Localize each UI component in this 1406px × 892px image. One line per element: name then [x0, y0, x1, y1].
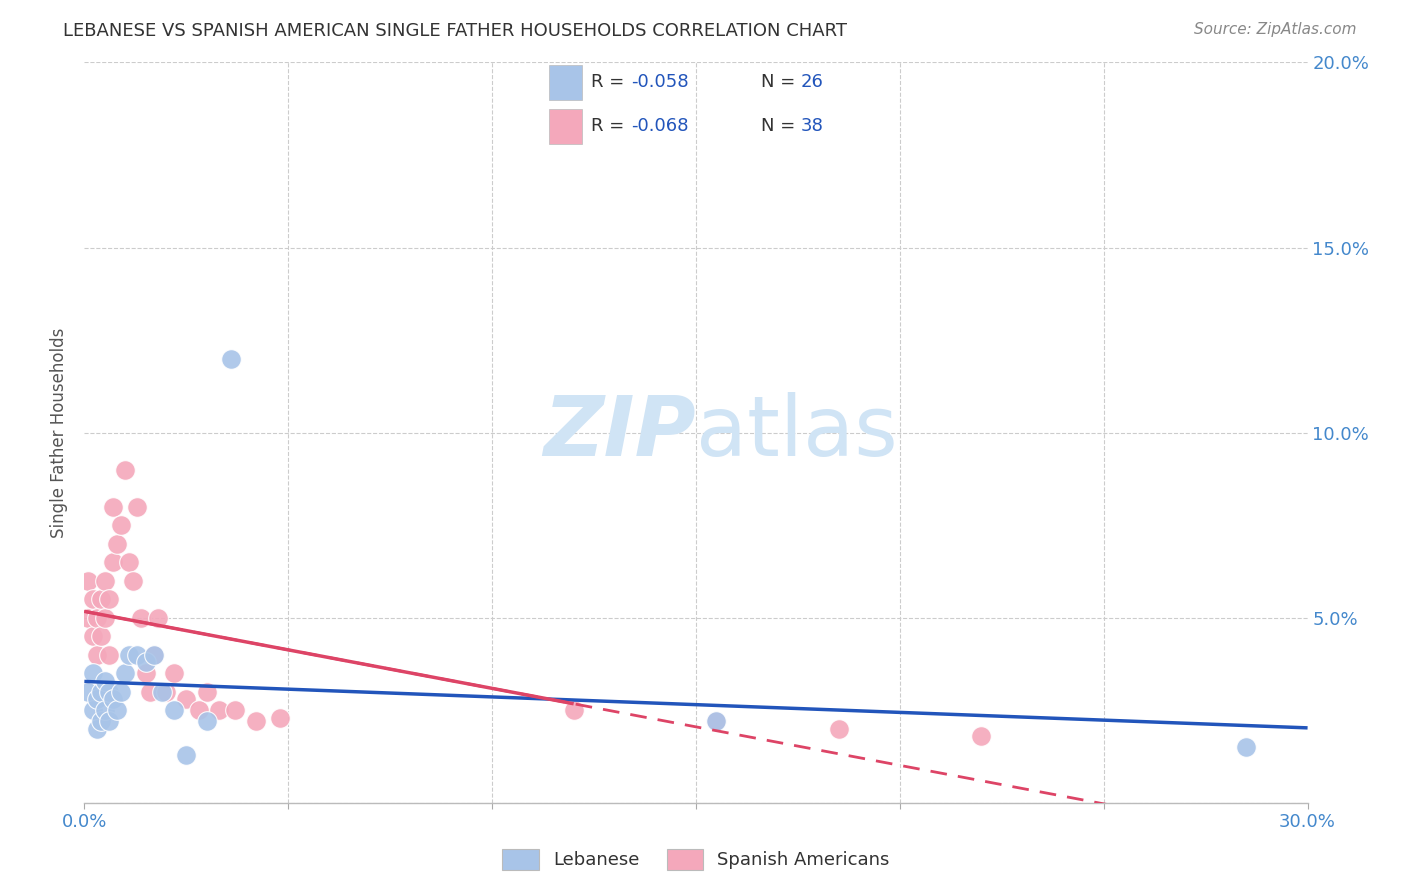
Point — [93, 673, 115, 688]
Text: Source: ZipAtlas.com: Source: ZipAtlas.com — [1194, 22, 1357, 37]
Point — [135, 655, 157, 669]
Point — [101, 692, 124, 706]
Bar — [548, 109, 582, 145]
Text: 26: 26 — [801, 73, 824, 91]
Point — [82, 703, 104, 717]
Point — [110, 685, 132, 699]
Point — [269, 711, 291, 725]
Point — [174, 747, 197, 762]
Point — [114, 462, 136, 476]
Text: N =: N = — [761, 118, 800, 136]
Point — [163, 703, 186, 717]
Point — [1236, 740, 1258, 755]
Point — [86, 692, 108, 706]
Point — [82, 666, 104, 681]
Point — [90, 685, 112, 699]
Point — [110, 518, 132, 533]
Point — [82, 592, 104, 607]
Point — [562, 703, 585, 717]
Text: N =: N = — [761, 73, 800, 91]
Point — [195, 714, 218, 729]
Point — [118, 648, 141, 662]
Point — [82, 629, 104, 643]
Point — [77, 685, 100, 699]
Point — [105, 703, 128, 717]
Point — [101, 500, 124, 514]
Text: -0.068: -0.068 — [631, 118, 689, 136]
Y-axis label: Single Father Households: Single Father Households — [51, 327, 69, 538]
Point — [114, 666, 136, 681]
Point — [970, 729, 993, 743]
Point — [138, 685, 160, 699]
Text: R =: R = — [591, 118, 630, 136]
Point — [101, 555, 124, 569]
Point — [127, 648, 149, 662]
Point — [97, 592, 120, 607]
Point — [208, 703, 231, 717]
Text: LEBANESE VS SPANISH AMERICAN SINGLE FATHER HOUSEHOLDS CORRELATION CHART: LEBANESE VS SPANISH AMERICAN SINGLE FATH… — [63, 22, 848, 40]
Point — [90, 592, 112, 607]
Point — [86, 610, 108, 624]
Point — [146, 610, 169, 624]
Point — [150, 685, 173, 699]
Point — [93, 610, 115, 624]
Point — [706, 714, 728, 729]
Text: ZIP: ZIP — [543, 392, 696, 473]
Point — [127, 500, 149, 514]
Bar — [548, 64, 582, 100]
Text: -0.058: -0.058 — [631, 73, 689, 91]
Text: R =: R = — [591, 73, 630, 91]
Text: 38: 38 — [801, 118, 824, 136]
Point — [118, 555, 141, 569]
Point — [122, 574, 145, 588]
Point — [224, 703, 246, 717]
Point — [77, 610, 100, 624]
Point — [195, 685, 218, 699]
Point — [142, 648, 165, 662]
Point — [93, 703, 115, 717]
Point — [187, 703, 209, 717]
Point — [142, 648, 165, 662]
Point — [86, 722, 108, 736]
Point — [706, 714, 728, 729]
Point — [77, 574, 100, 588]
Point — [97, 685, 120, 699]
Point — [86, 648, 108, 662]
Point — [97, 714, 120, 729]
Point — [219, 351, 242, 366]
Point — [135, 666, 157, 681]
Point — [90, 714, 112, 729]
Point — [93, 574, 115, 588]
Point — [105, 536, 128, 550]
Point — [97, 648, 120, 662]
Point — [245, 714, 267, 729]
Legend: Lebanese, Spanish Americans: Lebanese, Spanish Americans — [494, 840, 898, 879]
Point — [163, 666, 186, 681]
Point — [174, 692, 197, 706]
Point — [828, 722, 851, 736]
Point — [90, 629, 112, 643]
Point — [131, 610, 153, 624]
Point — [155, 685, 177, 699]
Text: atlas: atlas — [696, 392, 897, 473]
